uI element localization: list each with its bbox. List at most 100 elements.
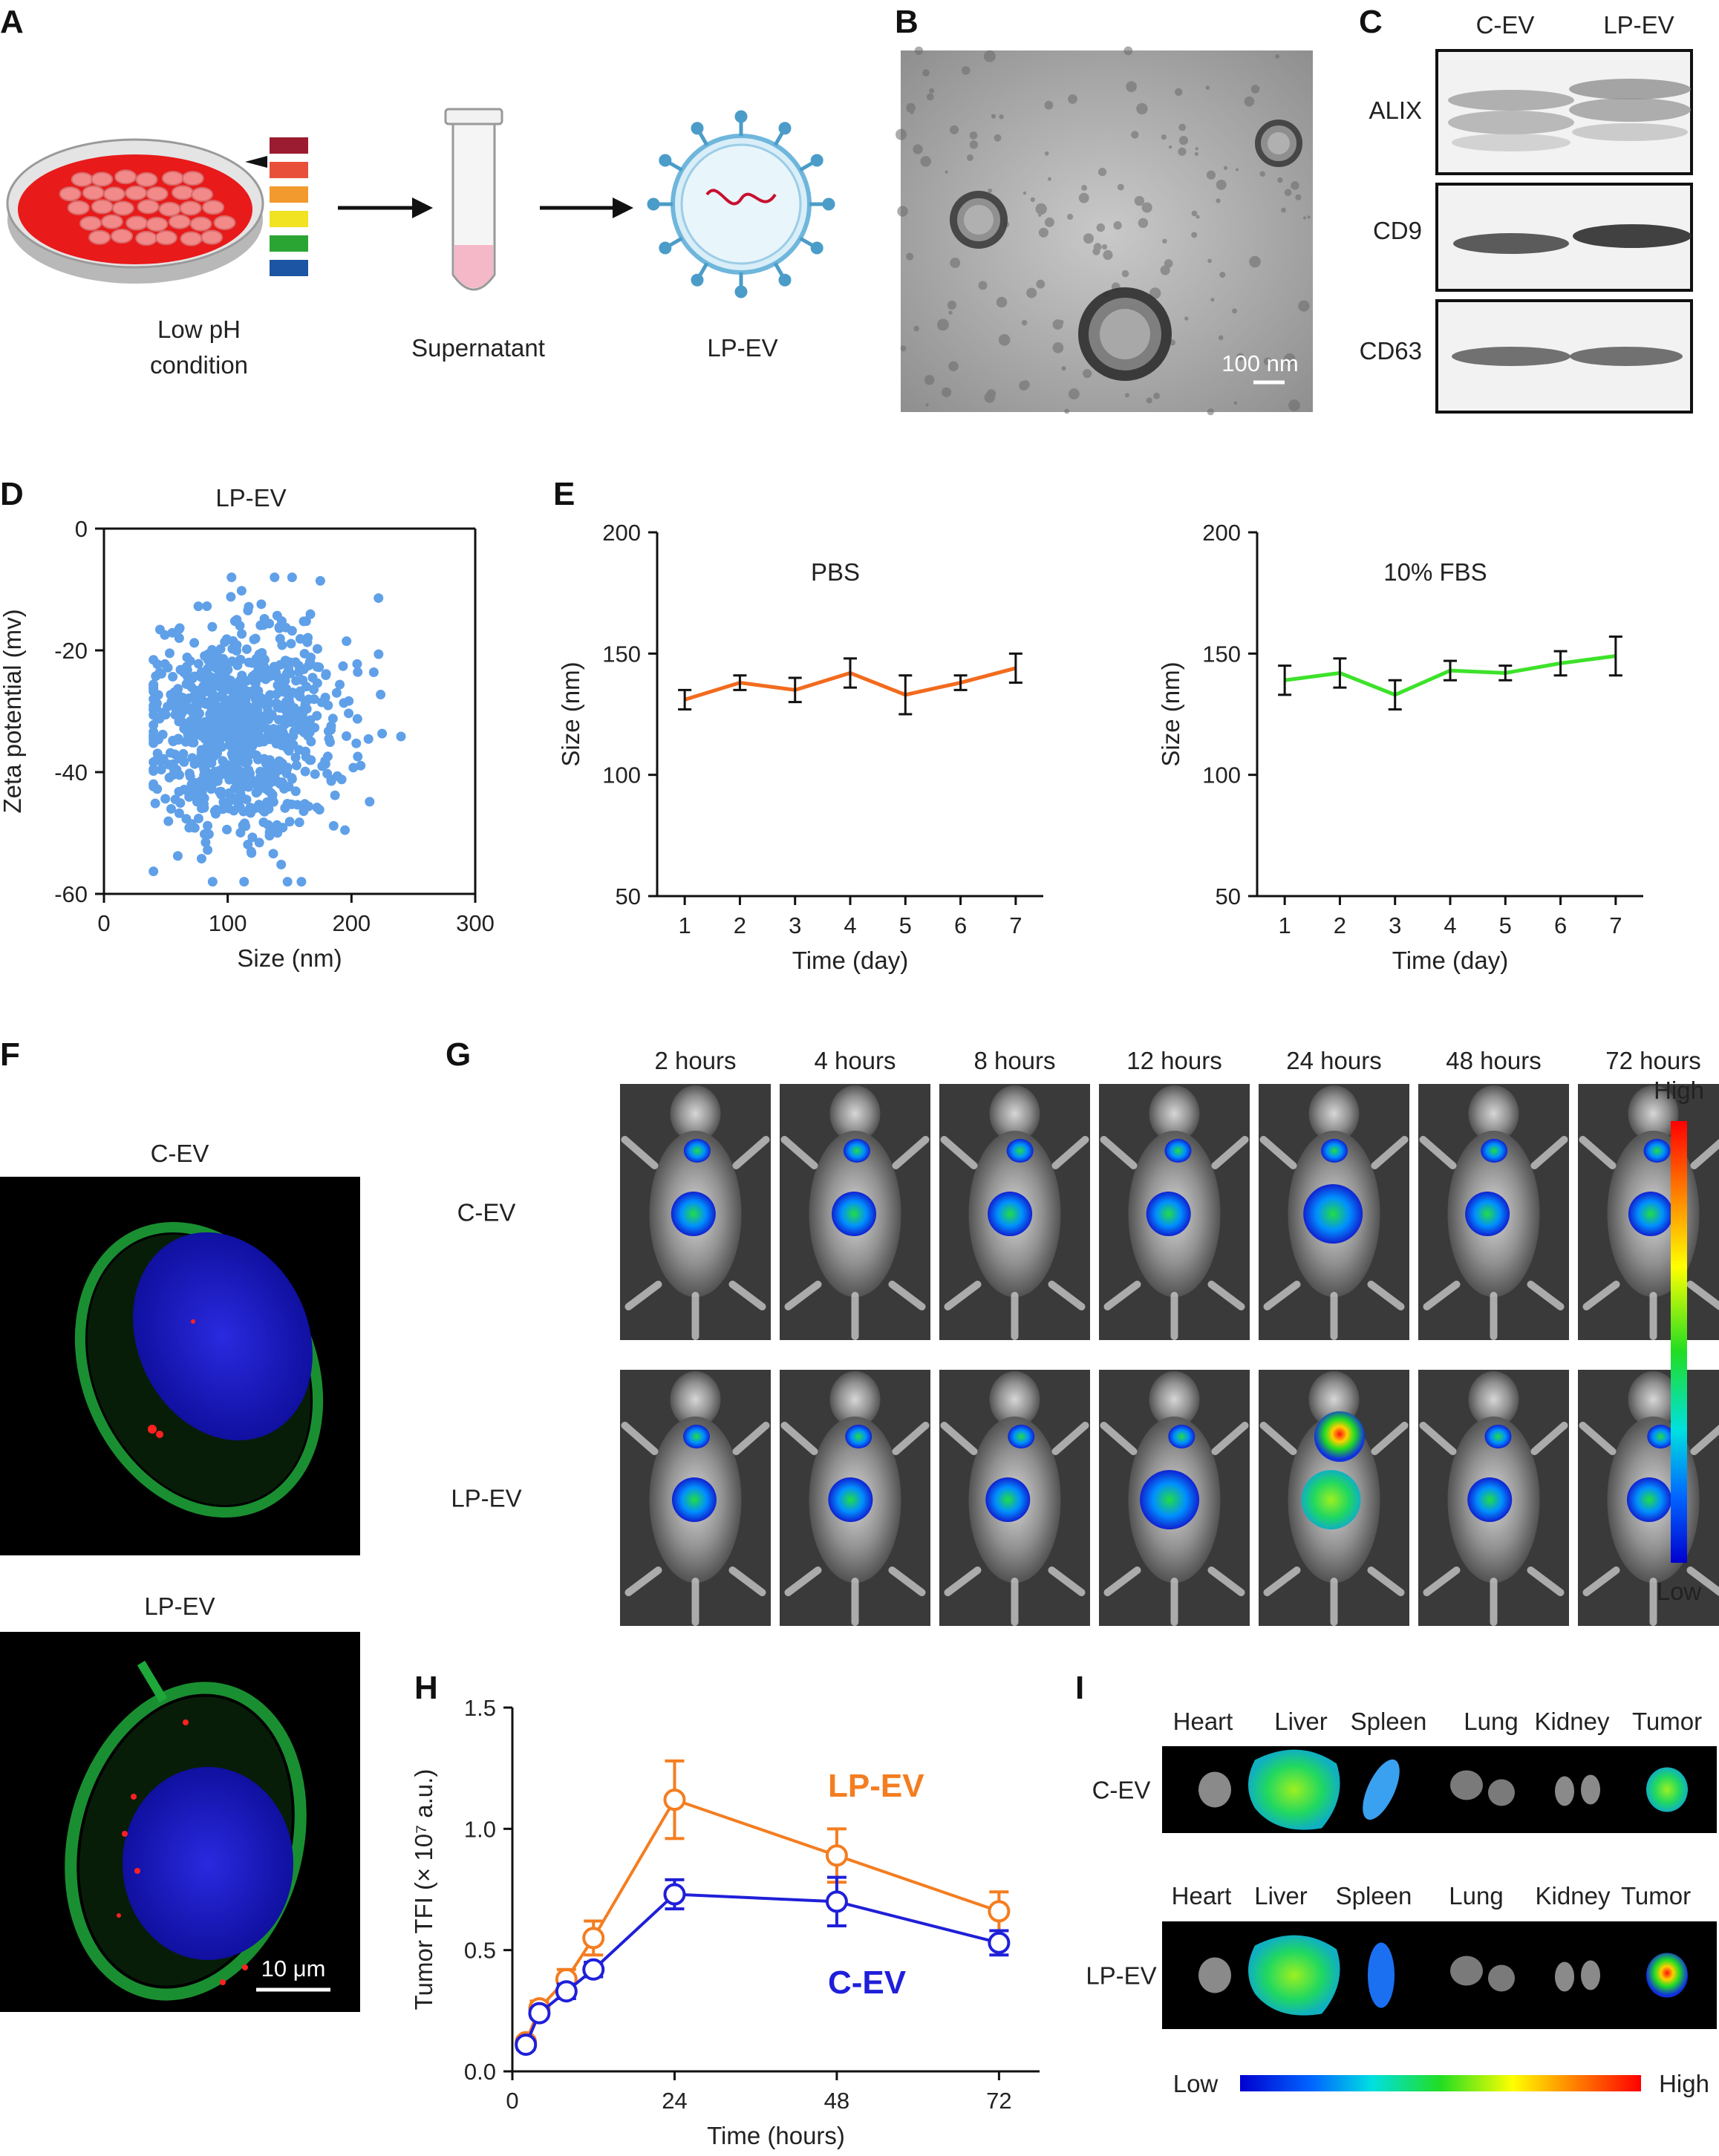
mouse-head [670,1371,721,1428]
cell-shape [135,172,158,187]
panel-label-a: A [0,4,24,40]
x-tick-label: 0 [506,2088,518,2114]
ivis-mouse-image [780,1084,930,1340]
x-tick-label: 5 [1499,912,1512,938]
scatter-point [256,599,267,610]
scatter-point [153,690,163,700]
tem-particle [929,88,935,94]
x-tick-label: 4 [844,912,856,938]
scatter-point [278,823,288,833]
ivis-mouse-image [620,1370,771,1626]
data-point [988,1931,1011,1954]
scatter-point [263,724,273,734]
mouse-head [1308,1085,1360,1142]
organ-label: Kidney [1536,1882,1611,1910]
error-bar [844,657,857,689]
scatter-point [286,733,296,743]
scatter-point [324,734,334,744]
kidney-organ [1555,1776,1574,1806]
scatter-point [154,624,165,635]
scatter-point [258,805,268,815]
scatter-point [352,659,362,669]
scatter-point [149,719,159,730]
fluorescence-signal [828,1477,873,1522]
scatter-point [254,837,264,848]
scatter-point [304,694,314,705]
organ-label: Kidney [1535,1708,1610,1735]
scatter-point [149,679,159,690]
tem-particle [1113,220,1122,230]
x-tick-label: 3 [1389,912,1401,938]
scatter-point [277,740,287,751]
ivis-colorbar [1671,1121,1687,1563]
mouse-limbs [621,1422,770,1626]
tem-particle [950,258,961,268]
scatter-point [338,661,348,671]
tem-particle [1288,399,1300,411]
y-tick-label: -20 [54,638,88,664]
mouse-limbs [1259,1136,1409,1340]
ivis-colorbar-high: High [1654,1077,1704,1104]
cell-shape [82,185,105,200]
scatter-point [168,671,178,682]
scatter-point [174,716,184,727]
scatter-point [194,693,204,703]
mouse-limbs [1579,1422,1719,1626]
tem-particle [1283,353,1296,365]
scatter-point [203,845,213,855]
tem-particle [1175,88,1183,97]
tem-particle [1153,392,1161,399]
error-bar [733,674,747,691]
scatter-point [189,759,200,769]
scatter-point [239,818,249,829]
panel-label-e: E [553,476,575,512]
tem-particle [1207,258,1212,264]
scatter-point [306,736,316,747]
ivis-mouse-image [1578,1084,1719,1340]
scatter-point [292,800,302,810]
scatter-point [251,654,261,664]
x-tick-label: 100 [209,910,247,936]
scatter-point [260,699,270,710]
mouse-limbs [940,1136,1089,1340]
tem-particle [1216,179,1227,190]
scatter-point [174,623,185,633]
fluorescence-signal [1647,1425,1674,1448]
panel-label-d: D [0,476,24,512]
y-tick-label: -60 [54,881,88,907]
tem-particle [986,389,997,399]
series-label: C-EV [828,1964,907,2001]
blot-row-cd63: CD63 [1360,337,1422,365]
fluorescence-signal [1146,1192,1191,1236]
heart-organ [1198,1957,1231,1993]
tem-particle [1126,81,1137,92]
mouse-head [1468,1085,1519,1142]
scatter-point [207,644,218,655]
x-axis-label: Time (day) [1392,947,1508,974]
fluorescence-signal [1008,1425,1035,1448]
tem-particle [999,114,1004,120]
scatter-point [309,685,319,695]
organ-label: Liver [1254,1882,1308,1910]
scatter-point [247,721,258,731]
tem-particle [1196,215,1200,219]
mouse-head [989,1085,1040,1142]
ivis-mouse-image [1418,1370,1569,1626]
scatter-point [270,572,280,583]
x-axis-label: Size (nm) [237,944,342,972]
scatter-point [262,797,273,807]
scatter-point [189,731,200,741]
tem-particle [1066,213,1074,220]
scatter-point [252,754,263,765]
panel-label-f: F [0,1036,20,1073]
mouse-limbs [1100,1422,1249,1626]
panel-a-step1-line2: condition [150,351,248,379]
data-point [515,2034,538,2057]
tem-particle [1191,210,1198,217]
x-tick-label: 7 [1009,912,1022,938]
scatter-point [310,769,320,780]
tem-particle [1232,308,1238,314]
organ-label: Tumor [1632,1708,1702,1735]
tem-particle [1030,197,1035,203]
scatter-point [275,765,285,775]
